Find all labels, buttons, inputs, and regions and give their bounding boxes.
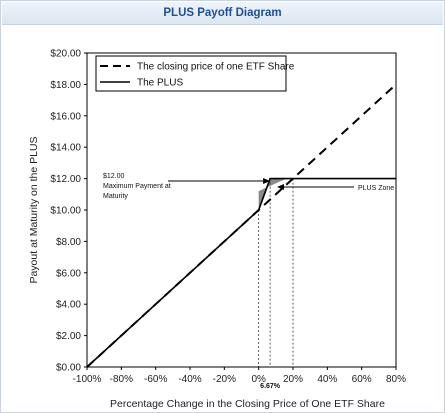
x-tick-label: -80% xyxy=(110,374,133,385)
x-axis-title: Percentage Change in the Closing Price o… xyxy=(110,398,385,410)
y-tick-label: $0.00 xyxy=(56,363,81,374)
y-tick-label: $12.00 xyxy=(50,174,81,185)
max-payment-label-cont: Maturity xyxy=(103,193,128,200)
x-tick-label: 20% xyxy=(283,374,303,385)
x-tick-label: 40% xyxy=(317,374,337,385)
y-tick-label: $8.00 xyxy=(56,237,81,248)
x-tick-label: -20% xyxy=(213,374,236,385)
arrowhead xyxy=(263,178,271,184)
legend-box xyxy=(95,55,287,92)
x-tick-label: 60% xyxy=(352,374,372,385)
plus-series-line xyxy=(86,177,396,368)
x-tick-label: -40% xyxy=(178,374,201,385)
legend-label: The PLUS xyxy=(137,78,183,89)
chart-title: PLUS Payoff Diagram xyxy=(2,2,443,25)
plus-zone-label: PLUS Zone xyxy=(358,185,394,192)
x-tick-label: 80% xyxy=(386,374,406,385)
y-tick-label: $14.00 xyxy=(50,143,81,154)
y-tick-label: $18.00 xyxy=(50,80,81,91)
y-tick-label: $4.00 xyxy=(56,300,81,311)
plot-area xyxy=(86,52,397,368)
etf-price-series-line xyxy=(86,83,397,368)
x-tick-label: -100% xyxy=(73,374,102,385)
max-payment-label: Maximum Payment at xyxy=(103,183,171,190)
y-tick-label: $20.00 xyxy=(50,49,81,60)
y-tick-label: $6.00 xyxy=(56,268,81,279)
y-tick-label: $10.00 xyxy=(50,206,81,217)
plus-zone-shading xyxy=(258,178,287,210)
y-axis-title: Payout at Maturity on the PLUS xyxy=(28,136,40,283)
legend-label: The closing price of one ETF Share xyxy=(137,62,295,73)
x-tick-label: -60% xyxy=(144,374,167,385)
legend: The closing price of one ETF Share The PL… xyxy=(95,55,295,92)
arrowhead xyxy=(277,184,284,190)
max-payment-value: $12.00 xyxy=(103,173,125,180)
y-tick-label: $2.00 xyxy=(56,331,81,342)
cap-value-label: 6.67% xyxy=(260,383,281,390)
x-tick-label: 0% xyxy=(251,374,266,385)
y-tick-label: $16.00 xyxy=(50,111,81,122)
